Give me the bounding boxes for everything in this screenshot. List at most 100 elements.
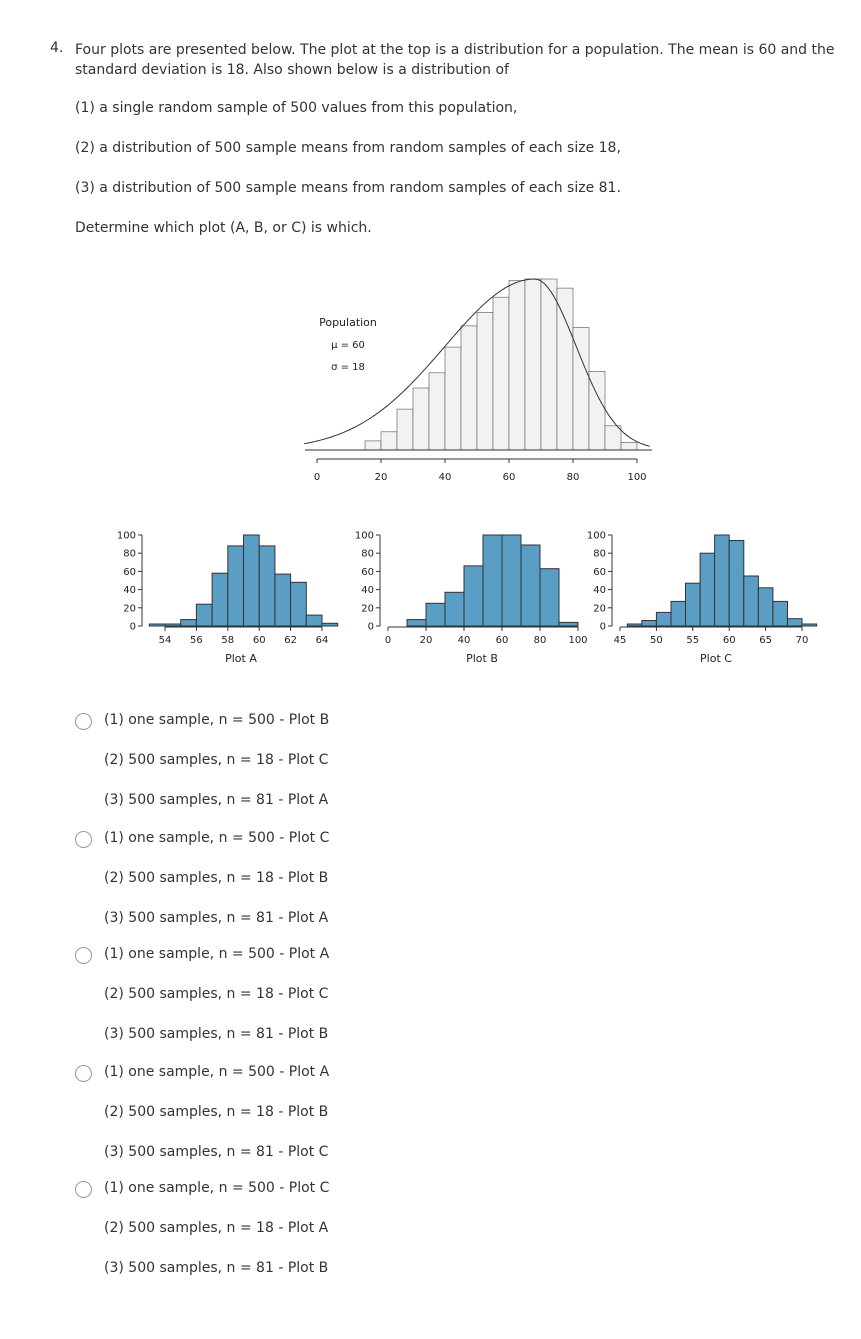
plot-a-ytick-label-2: 40 [123, 585, 136, 596]
population-density-curve [304, 278, 650, 447]
plot-a-xtick-label-2: 58 [221, 635, 234, 646]
option-5-line-1[interactable]: (1) one sample, n = 500 - Plot C [104, 1180, 330, 1196]
population-bar-16 [620, 442, 638, 451]
plot-a-bar-2 [180, 619, 197, 627]
plot-a-bar-1 [164, 623, 182, 627]
population-bar-6 [460, 325, 478, 451]
option-3-line-3: (3) 500 samples, n = 81 - Plot B [104, 1026, 329, 1042]
plot-a-bar-5 [227, 545, 245, 627]
population-bar-7 [476, 311, 494, 451]
option-5-radio[interactable] [75, 1181, 92, 1198]
option-1-radio[interactable] [75, 713, 92, 730]
option-3-radio[interactable] [75, 947, 92, 964]
plot-b-ytick-label-3: 60 [361, 567, 374, 578]
plot-a-bar-4 [211, 572, 229, 627]
population-xtick-label-1: 20 [375, 472, 388, 483]
question-instruction: Determine which plot (A, B, or C) is whi… [75, 220, 372, 236]
plot-c-bar-1 [641, 620, 657, 627]
plot-b-bar-6 [501, 534, 522, 627]
population-bar-15 [604, 425, 622, 451]
figure: Population μ = 60 σ = 18 0 20 40 60 80 100 0 20 40 6… [117, 278, 818, 665]
population-xtick-label-5: 100 [627, 472, 646, 483]
population-bar-0 [364, 440, 382, 451]
plot-b-ytick-label-4: 80 [361, 549, 374, 560]
plot-c-bar-0 [626, 623, 643, 627]
plot-b-bar-8 [539, 568, 560, 627]
plot-c-bar-11 [786, 618, 803, 627]
population-label: Population [319, 316, 377, 329]
population-xtick-label-0: 0 [314, 472, 320, 483]
option-2-line-3: (3) 500 samples, n = 81 - Plot A [104, 910, 329, 926]
plot-c-xtick-label-3: 60 [723, 635, 736, 646]
plot-a-bar-3 [195, 603, 213, 627]
population-bar-9 [508, 280, 526, 451]
plot-a-bar-7 [258, 545, 276, 627]
plot-a-bar-0 [148, 623, 166, 627]
plot-b-bar-7 [520, 544, 541, 627]
population-xtick-label-3: 60 [503, 472, 516, 483]
plot-b-ytick-label-0: 0 [368, 622, 374, 633]
plot-a-xtick-label-4: 62 [284, 635, 297, 646]
plot-a-bar-8 [274, 573, 292, 627]
plot-c-bar-2 [655, 611, 672, 627]
plot-b-ytick-label-5: 100 [355, 531, 374, 542]
population-bar-1 [380, 431, 398, 451]
plot-a-bar-9 [290, 581, 307, 627]
plot-c-xlabel: Plot C [700, 652, 732, 665]
plot-a-xtick-label-5: 64 [316, 635, 329, 646]
option-2-line-2: (2) 500 samples, n = 18 - Plot B [104, 870, 329, 886]
population-bar-10 [524, 278, 542, 451]
option-2-line-1[interactable]: (1) one sample, n = 500 - Plot C [104, 830, 330, 846]
plot-c-ytick-label-5: 100 [587, 531, 606, 542]
population-bar-2 [396, 408, 414, 451]
plot-c-xtick-label-4: 65 [759, 635, 772, 646]
plot-c-bar-8 [743, 575, 759, 627]
option-3-line-1[interactable]: (1) one sample, n = 500 - Plot A [104, 946, 330, 962]
plot-c-bar-4 [685, 582, 701, 627]
plot-c-ytick-label-3: 60 [593, 567, 606, 578]
question-item-1: (1) a single random sample of 500 values… [75, 100, 518, 116]
plot-a-xtick-label-1: 56 [190, 635, 203, 646]
option-1-line-2: (2) 500 samples, n = 18 - Plot C [104, 752, 329, 768]
option-4-line-2: (2) 500 samples, n = 18 - Plot B [104, 1104, 329, 1120]
question-item-3: (3) a distribution of 500 sample means f… [75, 180, 621, 196]
plot-a-ytick-label-4: 80 [123, 549, 136, 560]
plot-c-bar-7 [728, 540, 745, 627]
plot-b-bar-9 [558, 621, 579, 627]
plot-c-bar-12 [801, 623, 818, 627]
population-xtick-label-2: 40 [439, 472, 452, 483]
plot-c-bar-9 [757, 587, 774, 627]
plot-c-ytick-label-1: 20 [593, 603, 606, 614]
plot-a-bar-10 [305, 614, 323, 627]
plot-a-xtick-label-0: 54 [159, 635, 172, 646]
plot-c-bar-6 [714, 534, 730, 627]
population-bar-12 [556, 287, 574, 451]
plot-b-bar-3 [444, 591, 465, 627]
plot-c-xtick-label-1: 50 [650, 635, 663, 646]
plot-c-bar-5 [699, 552, 716, 627]
plot-c-bar-10 [772, 600, 789, 627]
population-bar-5 [444, 346, 462, 451]
population-bar-3 [412, 387, 430, 451]
option-4-line-1[interactable]: (1) one sample, n = 500 - Plot A [104, 1064, 330, 1080]
plot-b-ytick-label-2: 40 [361, 585, 374, 596]
plot-a-xlabel: Plot A [225, 652, 257, 665]
plot-a-bar-6 [243, 534, 260, 627]
option-4-radio[interactable] [75, 1065, 92, 1082]
plot-b-xlabel: Plot B [466, 652, 498, 665]
plot-a-ytick-label-0: 0 [130, 622, 136, 633]
plot-b-xtick-label-4: 80 [534, 635, 547, 646]
plot-a-ytick-label-1: 20 [123, 603, 136, 614]
plot-b-bar-5 [482, 534, 503, 627]
plot-b-bar-2 [425, 602, 446, 627]
plot-b-xtick-label-1: 20 [420, 635, 433, 646]
option-5-line-3: (3) 500 samples, n = 81 - Plot B [104, 1260, 329, 1276]
plot-b-xtick-label-2: 40 [458, 635, 471, 646]
plot-c-xtick-label-5: 70 [796, 635, 809, 646]
question-item-2: (2) a distribution of 500 sample means f… [75, 140, 621, 156]
population-bar-8 [492, 296, 510, 451]
population-sd-label: σ = 18 [331, 362, 365, 373]
option-2-radio[interactable] [75, 831, 92, 848]
option-1-line-1[interactable]: (1) one sample, n = 500 - Plot B [104, 712, 330, 728]
plot-a-bar-11 [321, 622, 339, 627]
